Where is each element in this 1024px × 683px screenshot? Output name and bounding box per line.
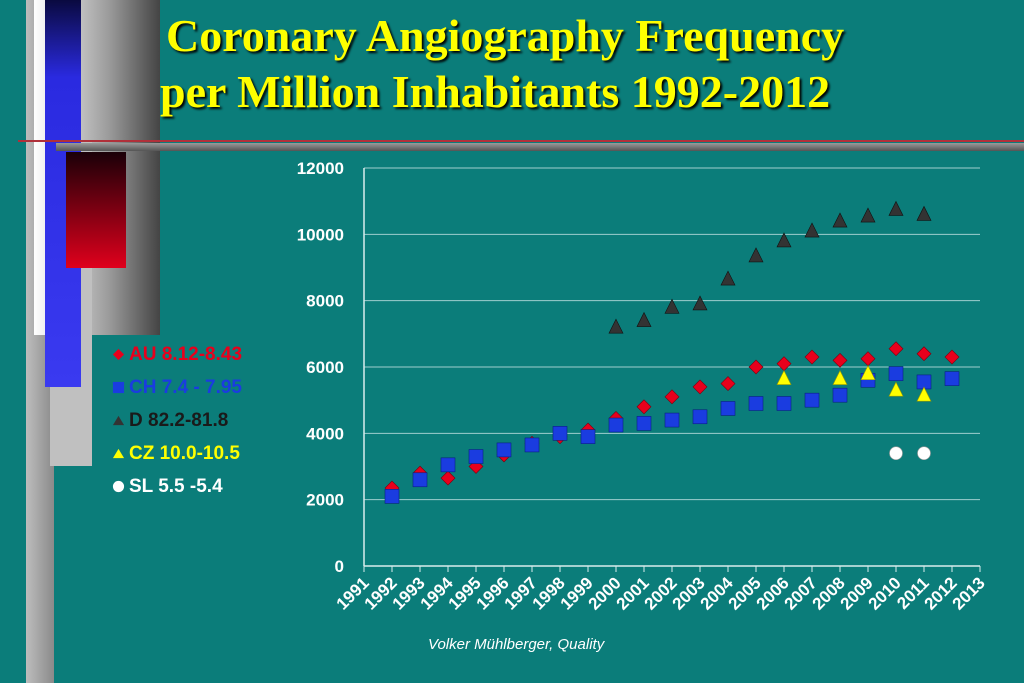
- legend-label-ch: CH 7.4 - 7.95: [129, 377, 242, 398]
- data-point-circle: [917, 446, 931, 461]
- data-point-triangle: [720, 270, 736, 286]
- y-tick-label: 4000: [306, 424, 344, 443]
- data-point-square: [692, 409, 708, 425]
- data-point-triangle: [664, 298, 680, 314]
- data-point-square: [748, 396, 764, 411]
- legend-item-sl: SL 5.5 -5.4: [112, 470, 242, 503]
- data-point-square: [832, 387, 848, 403]
- y-tick-label: 10000: [297, 225, 344, 244]
- y-tick-label: 2000: [306, 491, 344, 510]
- data-point-square: [608, 417, 624, 433]
- x-tick-label: 2013: [949, 573, 989, 613]
- data-point-square: [496, 442, 512, 458]
- legend-item-d: D 82.2-81.8: [112, 404, 242, 437]
- slide-footer: Volker Mühlberger, Quality: [428, 636, 605, 653]
- data-point-square: [776, 396, 792, 411]
- data-point-square: [468, 449, 484, 464]
- data-point-triangle: [748, 247, 764, 263]
- data-point-square: [888, 366, 904, 381]
- title-line-2: per Million Inhabitants 1992-2012: [160, 66, 831, 117]
- data-point-diamond: [832, 352, 848, 368]
- data-point-diamond: [860, 351, 876, 367]
- data-point-diamond: [776, 356, 792, 372]
- data-point-triangle: [832, 212, 848, 228]
- data-point-diamond: [692, 379, 708, 395]
- data-point-triangle: [636, 311, 652, 327]
- data-point-triangle: [860, 364, 876, 380]
- data-point-diamond: [748, 359, 764, 375]
- legend-item-au: AU 8.12-8.43: [112, 338, 242, 371]
- data-point-square: [384, 489, 400, 504]
- data-point-triangle: [832, 369, 848, 385]
- data-point-square: [944, 371, 960, 386]
- data-point-square: [804, 392, 820, 408]
- legend-label-sl: SL 5.5 -5.4: [129, 476, 223, 497]
- y-tick-label: 8000: [306, 292, 344, 311]
- data-point-square: [720, 401, 736, 416]
- data-point-diamond: [440, 470, 456, 486]
- title-rule: [18, 140, 1024, 142]
- legend-label-au: AU 8.12-8.43: [129, 344, 243, 365]
- data-point-triangle: [916, 386, 932, 402]
- title-line-1: Coronary Angiography Frequency: [166, 10, 845, 61]
- y-tick-label: 6000: [306, 358, 344, 377]
- data-point-triangle: [916, 205, 932, 221]
- data-point-diamond: [664, 389, 680, 405]
- decor-red-block: [66, 152, 126, 268]
- triangle-icon: [112, 448, 125, 459]
- legend-label-cz: CZ 10.0-10.5: [129, 443, 240, 464]
- data-point-square: [440, 457, 456, 473]
- data-point-diamond: [944, 349, 960, 365]
- data-point-triangle: [888, 200, 904, 216]
- data-point-square: [412, 472, 428, 488]
- data-point-triangle: [608, 318, 624, 334]
- y-tick-label: 0: [335, 557, 344, 576]
- y-tick-label: 12000: [297, 159, 344, 178]
- data-point-triangle: [692, 295, 708, 311]
- data-point-square: [552, 426, 568, 441]
- data-point-square: [524, 437, 540, 453]
- data-point-diamond: [888, 341, 904, 357]
- triangle-icon: [112, 415, 125, 426]
- legend-item-ch: CH 7.4 - 7.95: [112, 371, 242, 404]
- circle-icon: [112, 480, 125, 493]
- square-icon: [112, 381, 125, 394]
- data-point-diamond: [720, 376, 736, 392]
- data-point-triangle: [776, 369, 792, 385]
- data-point-triangle: [804, 222, 820, 238]
- slide-title: Coronary Angiography Frequency per Milli…: [160, 8, 980, 120]
- legend: AU 8.12-8.43 CH 7.4 - 7.95 D 82.2-81.8 C…: [112, 338, 242, 503]
- data-point-square: [636, 416, 652, 431]
- data-point-diamond: [636, 399, 652, 415]
- data-point-square: [580, 429, 596, 444]
- legend-label-d: D 82.2-81.8: [129, 410, 229, 431]
- data-point-square: [664, 412, 680, 428]
- data-point-triangle: [776, 232, 792, 248]
- data-point-circle: [889, 446, 903, 461]
- diamond-icon: [112, 348, 125, 361]
- data-point-diamond: [916, 346, 932, 362]
- title-shadow-bar: [56, 143, 1024, 151]
- data-point-triangle: [888, 381, 904, 397]
- data-point-diamond: [804, 349, 820, 365]
- legend-item-cz: CZ 10.0-10.5: [112, 437, 242, 470]
- data-point-triangle: [860, 207, 876, 223]
